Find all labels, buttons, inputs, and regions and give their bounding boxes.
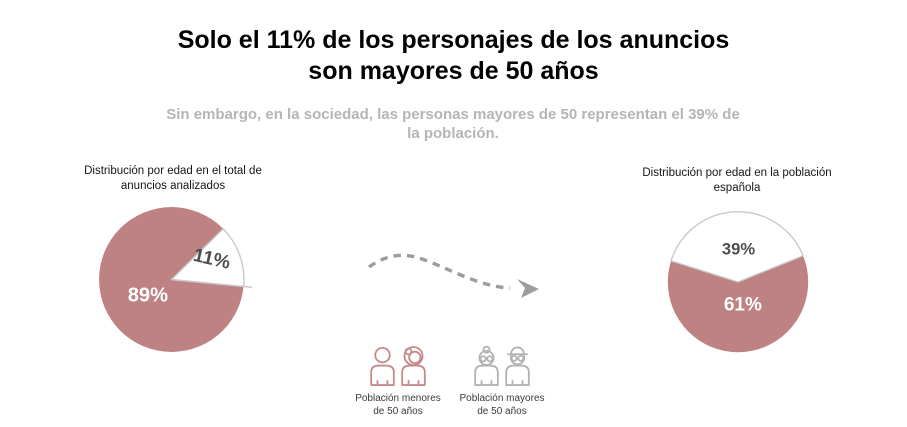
legend-label-under-50: Población menores de 50 años: [355, 393, 441, 417]
dashed-curve: [368, 253, 511, 290]
chart-title-population: Distribución por edad en la población es…: [642, 167, 832, 194]
pie-chart-population: 61% 39%: [667, 211, 809, 353]
legend-icons-over-50: [447, 345, 557, 388]
pie-slice-label: 39%: [722, 239, 755, 258]
legend-item-under-50: Población menores de 50 años: [343, 345, 453, 418]
young-man-icon: [370, 346, 395, 386]
legend-item-over-50: Población mayores de 50 años: [447, 345, 557, 418]
pie-slice-mayores: [170, 228, 245, 288]
legend-label-over-50: Población mayores de 50 años: [459, 393, 545, 417]
page-subtitle: Sin embargo, en la sociedad, las persona…: [166, 106, 740, 142]
old-woman-icon: [474, 345, 499, 386]
chart-title-ads: Distribución por edad en el total de anu…: [84, 165, 262, 192]
pie-slice-mayores: [670, 211, 804, 283]
arrowhead-icon: [517, 279, 539, 298]
young-woman-icon: [401, 346, 426, 386]
legend-icons-under-50: [343, 345, 453, 388]
arrow-connector: [368, 253, 539, 298]
pie-chart-ads: 89%11%: [99, 207, 252, 352]
pie-slice-label: 89%: [128, 285, 168, 307]
old-man-icon: [505, 346, 530, 386]
pie-slice-label: 61%: [724, 294, 762, 315]
page-title: Solo el 11% de los personajes de los anu…: [177, 26, 730, 85]
